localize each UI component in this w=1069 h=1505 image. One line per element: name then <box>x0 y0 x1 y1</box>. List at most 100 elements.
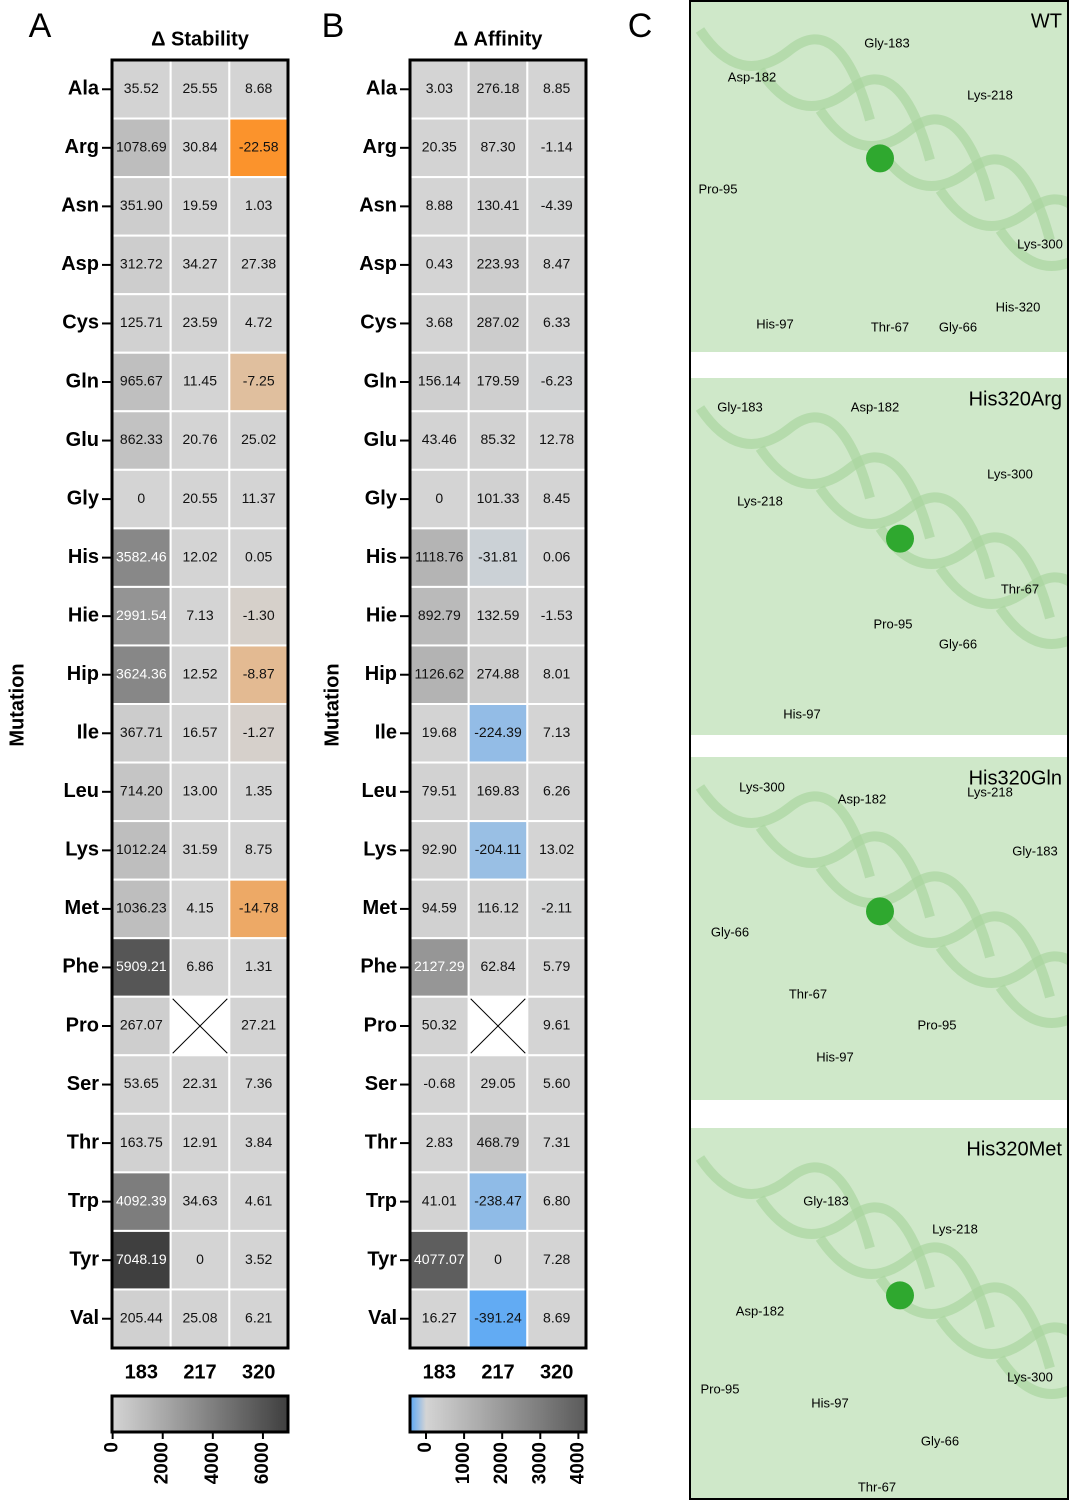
cell-label: 3.84 <box>245 1134 272 1150</box>
cell-label: 169.83 <box>477 783 520 799</box>
cell-label: 12.91 <box>182 1134 217 1150</box>
cell-label: 8.69 <box>543 1309 570 1325</box>
y-axis-label: Mutation <box>6 663 28 746</box>
cell-label: 132.59 <box>477 607 520 623</box>
row-label: Phe <box>62 956 99 978</box>
cell-label: -7.25 <box>243 373 275 389</box>
cell-label: 130.41 <box>477 197 520 213</box>
residue-label: Lys-300 <box>739 779 785 794</box>
cell-label: 223.93 <box>477 256 520 272</box>
cell-label: 25.02 <box>241 431 276 447</box>
cell-label: 287.02 <box>477 314 520 330</box>
cell-label: 892.79 <box>418 607 461 623</box>
cell-label: -238.47 <box>474 1192 522 1208</box>
cell-label: 92.90 <box>422 841 457 857</box>
residue-label: Gly-66 <box>939 636 977 651</box>
cell-label: 714.20 <box>120 783 163 799</box>
cell-label: 179.59 <box>477 373 520 389</box>
row-label: Asp <box>359 253 397 275</box>
cell-label: -4.39 <box>541 197 573 213</box>
column-label: 217 <box>481 1361 514 1383</box>
cell-label: 13.02 <box>539 841 574 857</box>
residue-label: His-97 <box>756 316 794 331</box>
cell-label: 276.18 <box>477 80 520 96</box>
colorbar-tick-label: 1000 <box>453 1442 474 1484</box>
figure: AΔ StabilityMutationAla35.5225.558.68Arg… <box>0 0 1069 1500</box>
cell-label: 312.72 <box>120 256 163 272</box>
cell-label: 163.75 <box>120 1134 163 1150</box>
row-label: Ser <box>365 1073 397 1095</box>
cell-label: 862.33 <box>120 431 163 447</box>
residue-label: Asp-182 <box>838 791 886 806</box>
cell-label: 6.33 <box>543 314 570 330</box>
cell-label: 0.43 <box>426 256 453 272</box>
cell-label: 3.68 <box>426 314 453 330</box>
residue-label: His-97 <box>811 1395 849 1410</box>
cell-label: 1.03 <box>245 197 272 213</box>
cell-label: 4.72 <box>245 314 272 330</box>
ion <box>866 897 894 925</box>
cell-label: 62.84 <box>480 958 515 974</box>
row-label: Glu <box>66 429 99 451</box>
cell-label: 7.31 <box>543 1134 570 1150</box>
residue-label: Gly-66 <box>939 319 977 334</box>
colorbar-tick-label: 6000 <box>252 1442 273 1484</box>
cell-label: 87.30 <box>480 139 515 155</box>
row-label: Glu <box>364 429 397 451</box>
cell-label: 1126.62 <box>415 665 465 681</box>
row-label: Asn <box>61 195 99 217</box>
cell-label: 7.13 <box>186 607 213 623</box>
residue-label: Gly-183 <box>803 1193 849 1208</box>
cell-label: 11.37 <box>242 490 276 506</box>
cell-label: 85.32 <box>480 431 515 447</box>
cell-label: 29.05 <box>480 1075 515 1091</box>
cell-label: 20.35 <box>422 139 457 155</box>
residue-label: Lys-300 <box>1017 236 1063 251</box>
row-label: Phe <box>360 956 397 978</box>
residue-label: Lys-218 <box>737 493 783 508</box>
row-label: Asp <box>61 253 99 275</box>
cell-label: 5909.21 <box>116 958 167 974</box>
cell-label: 6.86 <box>186 958 213 974</box>
row-label: Arg <box>363 136 397 158</box>
cell-label: 16.27 <box>422 1309 457 1325</box>
cell-label: -22.58 <box>239 139 279 155</box>
chart-title: Δ Affinity <box>454 28 544 50</box>
row-label: Ile <box>77 722 99 744</box>
cell-label: 8.01 <box>543 665 570 681</box>
cell-label: 53.65 <box>124 1075 159 1091</box>
cell-label: 25.08 <box>182 1309 217 1325</box>
colorbar <box>410 1396 586 1432</box>
row-label: Val <box>368 1307 397 1329</box>
cell-label: 22.31 <box>182 1075 217 1091</box>
cell-label: 156.14 <box>418 373 461 389</box>
residue-label: Asp-182 <box>736 1303 784 1318</box>
cell-label: -6.23 <box>541 373 573 389</box>
row-label: Hie <box>68 604 99 626</box>
residue-label: Lys-218 <box>967 87 1013 102</box>
residue-label: His-97 <box>783 706 821 721</box>
cell-label: -1.14 <box>541 139 573 155</box>
cell-label: 965.67 <box>120 373 163 389</box>
cell-label: 34.63 <box>182 1192 217 1208</box>
residue-label: Gly-183 <box>864 35 910 50</box>
row-label: Lys <box>65 839 99 861</box>
cell-label: 8.45 <box>543 490 570 506</box>
row-label: His <box>366 546 397 568</box>
residue-label: Pro-95 <box>873 616 912 631</box>
row-label: Tyr <box>69 1248 99 1270</box>
residue-label: Pro-95 <box>698 181 737 196</box>
cell-label: 50.32 <box>422 1017 457 1033</box>
row-label: Hip <box>67 663 99 685</box>
row-label: Ala <box>68 78 100 100</box>
cell-label: 6.26 <box>543 783 570 799</box>
residue-label: Lys-218 <box>967 784 1013 799</box>
residue-label: Gly-66 <box>921 1433 959 1448</box>
cell-label: 27.38 <box>241 256 276 272</box>
cell-label: 4.61 <box>245 1192 272 1208</box>
cell-label: 8.75 <box>245 841 272 857</box>
cell-label: 1118.76 <box>415 548 464 564</box>
row-label: Asn <box>359 195 397 217</box>
cell-label: 7048.19 <box>116 1251 167 1267</box>
cell-label: -1.30 <box>243 607 275 623</box>
